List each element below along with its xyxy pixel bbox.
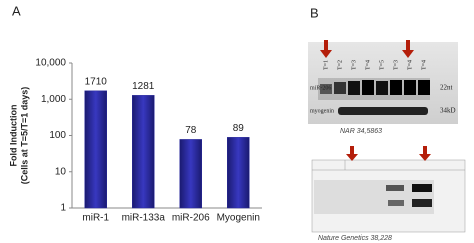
band xyxy=(334,82,346,94)
y-tick-label: 10 xyxy=(55,166,67,177)
arrow-shaft xyxy=(350,146,427,154)
y-tick-label: 1 xyxy=(60,203,66,214)
x-tick-label: miR-133a xyxy=(122,213,166,224)
size-label: 22nt xyxy=(440,84,453,92)
row-label: miR-206 xyxy=(310,85,331,91)
bar xyxy=(84,90,107,209)
x-tick-label: Myogenin xyxy=(217,213,260,224)
arrow-shaft xyxy=(324,40,410,50)
y-axis-label: (Cells at T=5/T=1 days) xyxy=(19,87,29,185)
value-label: 78 xyxy=(185,125,197,136)
arrow-head xyxy=(346,154,431,161)
bar xyxy=(132,95,155,209)
source: Nature Genetics 38,228 xyxy=(318,235,392,242)
band xyxy=(412,184,432,192)
band xyxy=(386,185,404,191)
y-axis-label: Fold Induction xyxy=(8,105,18,167)
lane-label: T=4 xyxy=(421,60,427,70)
band xyxy=(320,84,332,94)
y-tick-label: 10,000 xyxy=(35,58,66,69)
lane-label: T=2 xyxy=(337,60,343,70)
bar xyxy=(227,137,250,209)
lane-label: T=3 xyxy=(393,60,399,70)
bar xyxy=(179,139,202,209)
arrow-head xyxy=(320,50,414,58)
value-label: 1281 xyxy=(132,81,155,92)
value-label: 89 xyxy=(233,123,245,134)
band xyxy=(376,81,388,95)
source: NAR 34,5863 xyxy=(340,128,382,135)
size-label: 34kD xyxy=(440,107,456,115)
band xyxy=(418,80,430,95)
y-tick-label: 100 xyxy=(49,130,66,141)
band xyxy=(388,200,404,206)
band xyxy=(348,81,360,95)
row-label: myogenin xyxy=(310,108,334,114)
panel-label: A xyxy=(12,3,21,18)
band xyxy=(404,80,416,95)
lane-label: T=3 xyxy=(351,60,357,70)
band xyxy=(412,199,432,207)
lane-label: T=5 xyxy=(379,60,385,70)
blot-bottom xyxy=(311,146,466,233)
x-tick-label: miR-1 xyxy=(82,213,109,224)
band xyxy=(338,107,428,115)
x-tick-label: miR-206 xyxy=(172,213,210,224)
value-label: 1710 xyxy=(85,76,108,87)
band xyxy=(362,80,374,95)
panel-label: B xyxy=(310,5,319,20)
bar-chart: 1 10 100 1,000 10,000 Fold Induction (Cells at… xyxy=(8,58,262,224)
y-tick-label: 1,000 xyxy=(41,94,66,105)
lane-label: T=4 xyxy=(407,60,413,70)
lane-label: T=4 xyxy=(365,60,371,70)
band xyxy=(390,80,402,95)
lane-label: T=1 xyxy=(323,60,329,70)
blot-top xyxy=(308,40,458,124)
